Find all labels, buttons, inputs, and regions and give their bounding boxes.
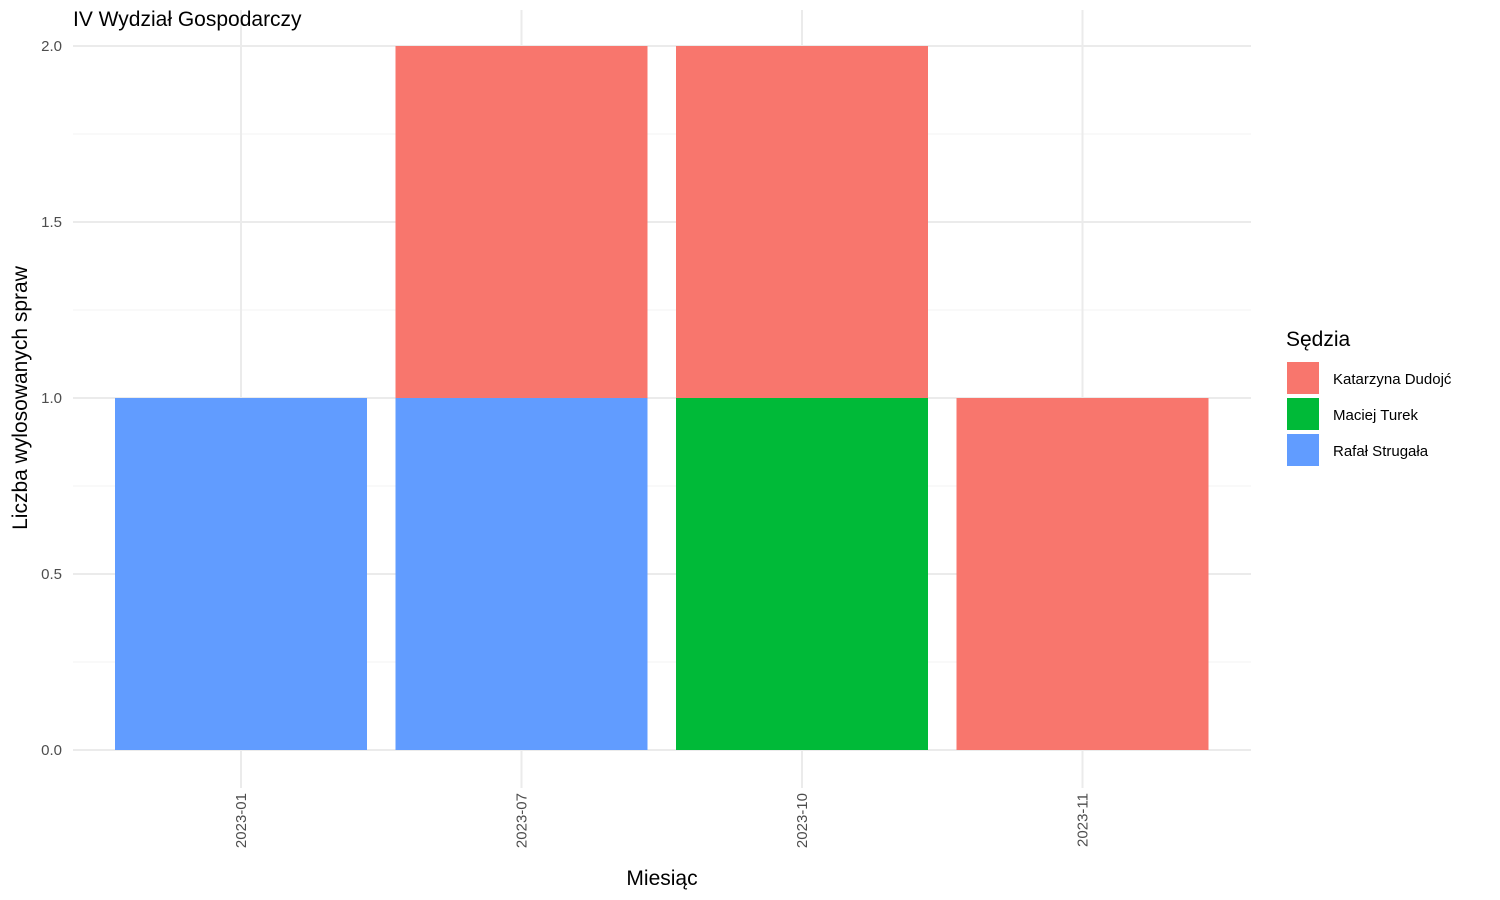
y-tick-label: 1.5 [41,214,62,231]
y-tick-label: 0.0 [41,742,62,759]
legend-swatch [1287,398,1319,430]
legend-title: Sędzia [1286,328,1351,351]
chart-title: IV Wydział Gospodarczy [73,8,302,31]
x-tick-label: 2023-07 [514,793,531,848]
legend-label: Rafał Strugała [1333,443,1429,460]
y-tick-label: 1.0 [41,390,62,407]
legend-label: Katarzyna Dudojć [1333,371,1452,388]
tick-labels: 0.0 0.5 1.0 1.5 2.0 2023-01 2023-07 2023-10 2023… [41,38,1091,848]
bar-2023-10-1 [676,398,928,750]
y-axis-title: Liczba wylosowanych spraw [9,265,32,530]
bars [115,46,1209,750]
y-tick-label: 0.5 [41,566,62,583]
x-tick-label: 2023-10 [794,793,811,848]
legend-swatch [1287,362,1319,394]
legend: Sędzia Katarzyna Dudojć Maciej Turek Rafał… [1286,328,1452,466]
bar-2023-11-2 [956,398,1209,750]
legend-items: Katarzyna Dudojć Maciej Turek Rafał Struga… [1287,362,1452,466]
x-tick-label: 2023-01 [233,793,250,848]
legend-label: Maciej Turek [1333,407,1419,424]
bar-2023-07-0 [395,398,648,750]
bar-2023-07-2 [395,46,648,398]
bar-2023-01-0 [115,398,367,750]
x-tick-label: 2023-11 [1075,793,1092,847]
legend-swatch [1287,434,1319,466]
y-tick-label: 2.0 [41,38,62,55]
bar-2023-10-2 [676,46,928,398]
x-axis-title: Miesiąc [626,867,697,890]
